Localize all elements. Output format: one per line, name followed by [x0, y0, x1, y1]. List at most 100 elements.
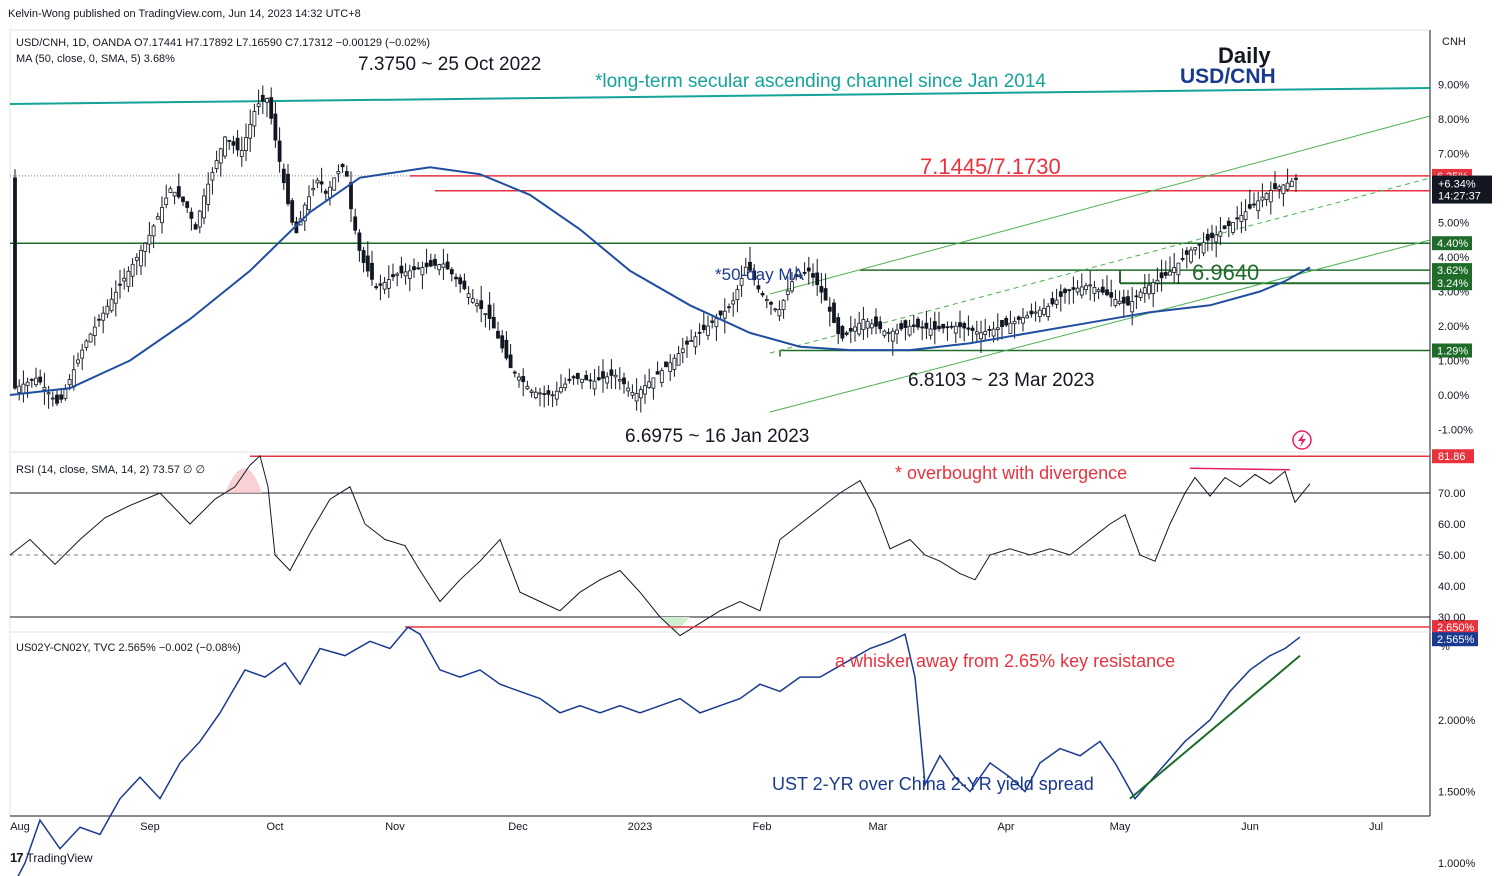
- candle-up: [134, 256, 139, 261]
- candle-up: [647, 381, 652, 388]
- candle-down: [962, 323, 967, 329]
- candle-down: [512, 371, 517, 374]
- candle-up: [991, 328, 996, 337]
- candle-up: [979, 332, 983, 340]
- x-axis-label: Sep: [140, 821, 160, 833]
- candle-up: [1260, 196, 1265, 201]
- candle-down: [941, 323, 946, 329]
- label-ma: *50-day MA: [715, 265, 804, 284]
- candle-down: [55, 394, 59, 404]
- price-level-label: 3.62%: [1437, 265, 1468, 277]
- candle-up: [1168, 271, 1172, 276]
- candle-up: [1054, 299, 1059, 305]
- candle-down: [504, 339, 509, 359]
- ma-legend-line[interactable]: MA (50, close, 0, SMA, 5) 3.68%: [16, 53, 175, 65]
- candle-up: [1046, 306, 1051, 317]
- candle-down: [1105, 289, 1109, 296]
- tradingview-logo-icon: 17: [10, 850, 24, 865]
- candle-up: [1037, 309, 1042, 318]
- candle-down: [1273, 183, 1277, 190]
- x-axis-label: May: [1110, 821, 1131, 833]
- spread-pane[interactable]: 2.650%2.565%: [10, 620, 1478, 876]
- candle-down: [916, 318, 920, 328]
- candle-up: [1189, 249, 1193, 263]
- candle-up: [706, 325, 710, 336]
- spread-legend-line[interactable]: US02Y-CN02Y, TVC 2.565% −0.002 (−0.08%): [16, 642, 241, 654]
- candle-up: [1264, 193, 1269, 200]
- candle-up: [1239, 214, 1244, 222]
- label-daily: Daily: [1218, 43, 1271, 68]
- candle-down: [701, 324, 706, 331]
- candle-down: [920, 326, 925, 329]
- candle-down: [281, 168, 286, 184]
- candle-up: [113, 291, 118, 304]
- last-price-label: +6.34%: [1438, 179, 1476, 191]
- candle-down: [794, 274, 799, 278]
- candle-down: [349, 182, 353, 210]
- candle-up: [1075, 287, 1080, 293]
- candle-down: [458, 277, 463, 285]
- candle-up: [1142, 287, 1147, 294]
- footer[interactable]: 17 TradingView: [10, 850, 93, 865]
- price-pane[interactable]: [9, 85, 1431, 413]
- candle-up: [101, 312, 106, 321]
- candle-down: [319, 181, 324, 185]
- candle-down: [521, 376, 526, 383]
- rsi-oversold-fill: [660, 617, 690, 633]
- lightning-icon: [1292, 430, 1312, 450]
- candle-up: [395, 273, 400, 276]
- candle-up: [239, 150, 244, 157]
- candle-down: [1294, 177, 1298, 180]
- label-spread-resistance: a whisker away from 2.65% key resistance: [835, 651, 1175, 671]
- candle-up: [202, 195, 206, 219]
- candle-up: [139, 249, 143, 267]
- candle-down: [601, 371, 605, 379]
- candle-down: [811, 273, 815, 278]
- candle-up: [861, 319, 866, 330]
- candle-down: [1134, 295, 1139, 298]
- symbol-ohlc-line[interactable]: USD/CNH, 1D, OANDA O7.17441 H7.17892 L7.…: [16, 37, 430, 49]
- candle-up: [1021, 317, 1025, 324]
- candle-up: [1130, 300, 1135, 313]
- candle-up: [613, 374, 618, 378]
- price-axis-tick: 9.00%: [1438, 80, 1469, 92]
- candle-up: [798, 274, 803, 278]
- price-axis-tick: 7.00%: [1438, 149, 1469, 161]
- candle-up: [777, 309, 782, 317]
- rsi-legend-line[interactable]: RSI (14, close, SMA, 14, 2) 73.57 ∅ ∅: [16, 464, 206, 476]
- candle-down: [428, 260, 433, 267]
- candle-up: [1201, 242, 1206, 254]
- candle-down: [462, 280, 467, 290]
- candle-up: [1147, 284, 1151, 295]
- candle-up: [668, 362, 673, 372]
- candle-up: [1096, 289, 1101, 293]
- candle-down: [806, 267, 811, 272]
- candle-up: [1033, 311, 1038, 314]
- candle-down: [231, 141, 236, 146]
- candle-down: [546, 390, 551, 395]
- candle-up: [1218, 231, 1223, 237]
- candle-down: [269, 97, 274, 119]
- candle-down: [361, 250, 366, 264]
- rsi-pane[interactable]: 81.86: [9, 449, 1474, 637]
- candle-down: [29, 379, 34, 381]
- candle-down: [38, 376, 43, 383]
- candle-down: [357, 232, 362, 251]
- candle-down: [760, 293, 765, 296]
- candle-up: [974, 331, 979, 335]
- candle-down: [500, 335, 505, 349]
- candle-down: [181, 196, 185, 202]
- countdown-label: 14:27:37: [1438, 191, 1481, 203]
- rsi-axis-tick: 50.00: [1438, 550, 1466, 562]
- candle-down: [1163, 272, 1168, 276]
- candle-down: [932, 321, 937, 330]
- candle-up: [483, 313, 488, 315]
- candle-up: [407, 270, 412, 279]
- candle-down: [769, 301, 773, 305]
- candle-down: [588, 379, 593, 382]
- candle-down: [584, 374, 589, 381]
- candle-down: [899, 323, 904, 330]
- candle-down: [596, 377, 601, 381]
